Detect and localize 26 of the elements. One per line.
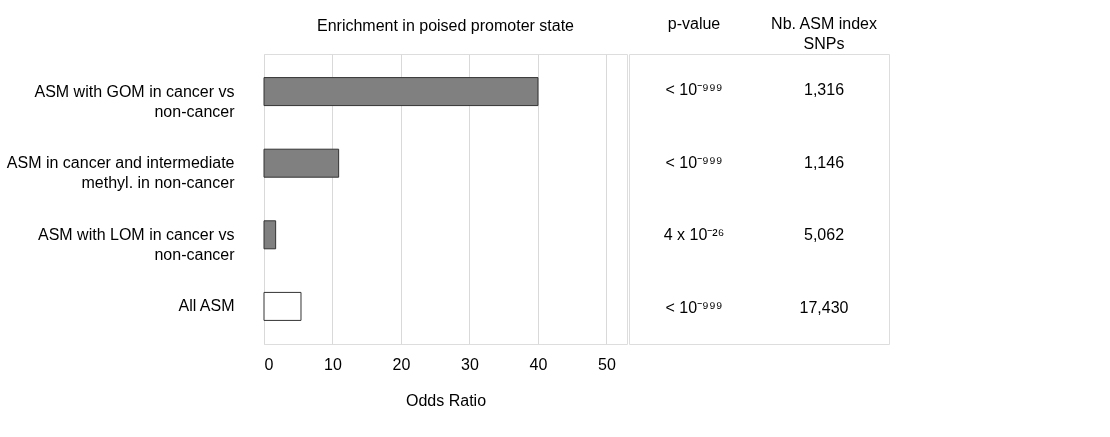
x-tick-label: 20: [392, 355, 411, 373]
text: p-value: [667, 15, 721, 32]
chart-title: Enrichment in poised promoter state: [316, 17, 575, 34]
x-tick-label: 0: [264, 355, 274, 373]
text: < 10⁻⁹⁹⁹: [665, 298, 723, 316]
bar: [263, 77, 539, 107]
bar: [263, 291, 302, 321]
text: < 10⁻⁹⁹⁹: [665, 81, 723, 99]
x-tick-label: 10: [324, 355, 342, 373]
text: 1,316: [803, 81, 845, 99]
text: 5,062: [803, 226, 845, 244]
text: 1,146: [803, 153, 845, 171]
y-tick-label: ASM with GOM in cancer vs non-cancer: [34, 82, 236, 120]
text: Nb. ASM index SNPs: [771, 15, 877, 52]
x-tick-label: 30: [461, 355, 479, 373]
x-tick-label: 40: [529, 355, 548, 373]
x-axis-title: Odds Ratio: [405, 391, 487, 409]
text: 17,430: [799, 298, 849, 316]
y-tick-label: ASM with LOM in cancer vs non-cancer: [38, 225, 236, 263]
text: < 10⁻⁹⁹⁹: [665, 153, 723, 171]
bar: [263, 220, 277, 250]
text: 4 x 10⁻²⁶: [663, 226, 725, 244]
y-tick-label: All ASM: [178, 297, 235, 315]
x-tick-label: 50: [598, 355, 616, 373]
y-tick-label: ASM in cancer and intermediate methyl. in non-cancer: [6, 154, 236, 192]
bar: [263, 148, 340, 178]
